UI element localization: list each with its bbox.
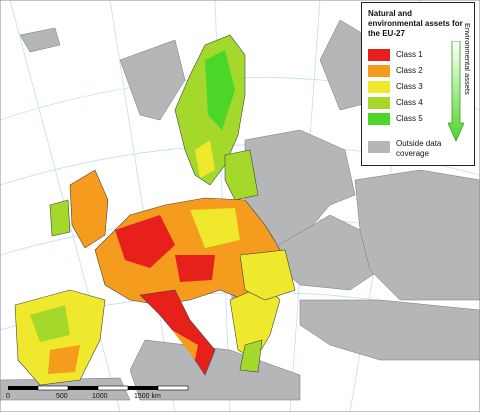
legend-swatch-class-4 [368,97,390,109]
legend-label-class-2: Class 2 [396,66,423,75]
legend-swatch-class-5 [368,113,390,125]
legend-swatch-class-2 [368,65,390,77]
legend-axis-label: Environmental assets [463,23,472,95]
legend-swatch-outside [368,141,390,153]
scale-tick-0: 0 [6,393,10,400]
scale-tick-500: 500 [56,393,68,400]
scale-bar [8,385,189,391]
legend-title: Natural and environmental assets for the… [368,9,463,38]
legend-label-class-3: Class 3 [396,82,423,91]
legend-label-class-1: Class 1 [396,50,423,59]
legend-label-class-4: Class 4 [396,98,423,107]
legend-label-class-5: Class 5 [396,114,423,123]
legend-swatch-class-3 [368,81,390,93]
scale-tick-1000: 1000 [92,393,108,400]
scale-tick-1500: 1500 km [134,393,161,400]
environmental-assets-arrow-icon [448,41,464,142]
legend-swatch-class-1 [368,49,390,61]
legend-label-outside: Outside data coverage [396,139,442,158]
eu-coverage-land [14,34,296,386]
map-legend: Natural and environmental assets for the… [361,2,475,166]
